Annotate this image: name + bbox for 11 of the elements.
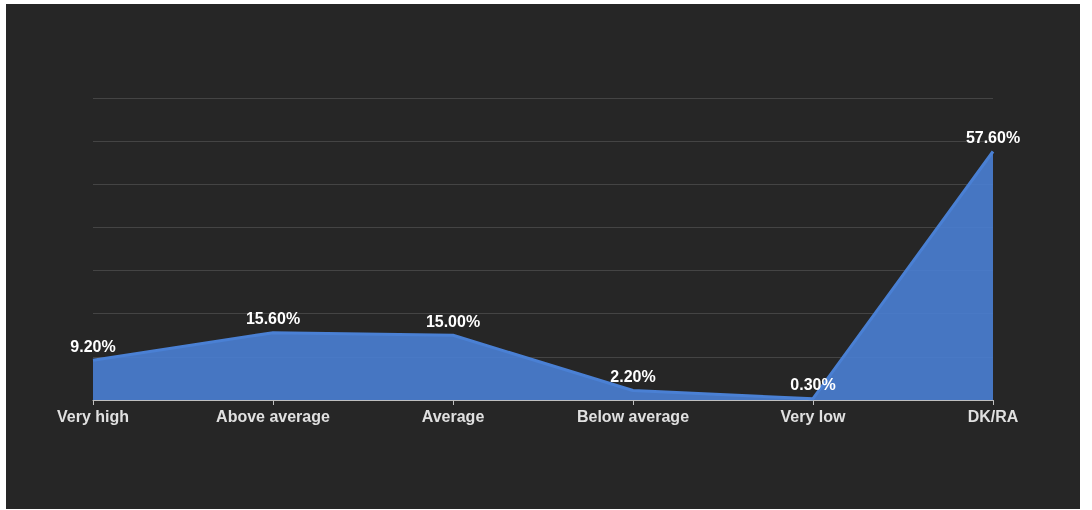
data-label: 2.20% bbox=[610, 368, 656, 386]
x-tick-label: Above average bbox=[216, 407, 331, 425]
x-tick-label: Average bbox=[421, 407, 485, 425]
data-label: 15.60% bbox=[245, 310, 301, 328]
data-label: 57.60% bbox=[965, 129, 1021, 146]
x-tick-label: DK/RA bbox=[967, 407, 1019, 425]
data-label: 15.00% bbox=[425, 312, 481, 330]
x-tick-label: Below average bbox=[576, 407, 690, 425]
x-tick-label: Very low bbox=[780, 407, 847, 425]
data-label: 9.20% bbox=[70, 337, 116, 355]
x-tick-label: Very high bbox=[56, 407, 130, 425]
